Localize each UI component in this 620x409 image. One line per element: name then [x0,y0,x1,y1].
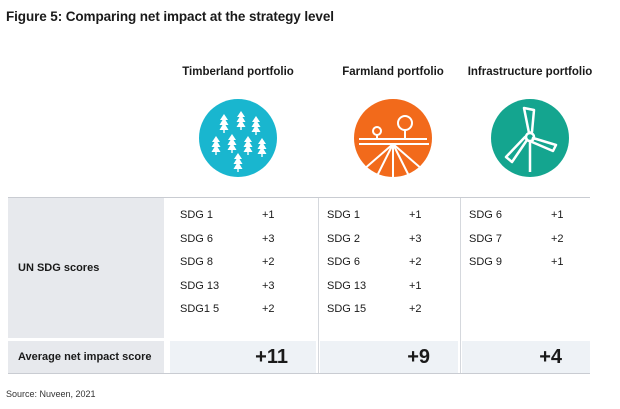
list-item: SDG 15 +2 [315,300,465,324]
sdg-name: SDG 1 [327,209,361,221]
trees-icon [198,98,278,178]
wind-turbine-icon [490,98,570,178]
sdg-name: SDG 6 [469,209,503,221]
sdg-list-timberland: SDG 1 +1 SDG 6 +3 SDG 8 +2 SDG 13 +3 SDG1 5 +… [168,206,318,324]
list-item: SDG 8 +2 [168,253,318,277]
list-item: SDG 7 +2 [457,230,607,254]
list-item: SDG1 5 +2 [168,300,318,324]
source-note: Source: Nuveen, 2021 [6,389,96,399]
average-infrastructure: +4 [462,341,590,373]
sdg-name: SDG 1 [180,209,214,221]
average-timberland: +11 [170,341,316,373]
list-item: SDG 13 +3 [168,277,318,301]
sdg-name: SDG 13 [180,279,220,292]
list-item: SDG 6 +3 [168,230,318,254]
sdg-score: +3 [262,279,275,292]
average-farmland: +9 [320,341,458,373]
list-item: SDG 1 +1 [315,206,465,230]
list-item: SDG 6 +1 [457,206,607,230]
list-item: SDG 1 +1 [168,206,318,230]
table-bottom-rule [8,373,590,374]
header-timberland: Timberland portfolio [182,66,294,78]
sdg-name: SDG 7 [469,232,503,245]
sdg-name: SDG 8 [180,256,214,268]
sdg-score: +2 [262,303,275,315]
sdg-list-infrastructure: SDG 6 +1 SDG 7 +2 SDG 9 +1 [457,206,607,277]
sdg-list-farmland: SDG 1 +1 SDG 2 +3 SDG 6 +2 SDG 13 +1 SDG 15 +… [315,206,465,324]
row-label-sdg-scores: UN SDG scores [8,198,164,338]
sdg-name: SDG 9 [469,256,503,268]
list-item: SDG 6 +2 [315,253,465,277]
figure-title: Figure 5: Comparing net impact at the st… [6,9,334,24]
list-item: SDG 2 +3 [315,230,465,254]
sdg-score: +1 [551,256,564,268]
sdg-name: SDG 6 [327,256,361,268]
sdg-score: +1 [409,209,422,221]
row-label-average: Average net impact score [8,341,164,373]
sdg-score: +2 [409,303,422,315]
column-divider [460,198,461,373]
sdg-name: SDG 13 [327,279,367,292]
sdg-name: SDG1 5 [180,303,220,315]
sdg-name: SDG 15 [327,303,367,315]
sdg-score: +2 [262,256,275,268]
column-divider [318,198,319,373]
sdg-score: +3 [409,232,422,245]
row-label-text: Average net impact score [18,351,152,363]
table-top-rule [8,197,590,198]
sdg-score: +3 [262,232,275,245]
sdg-score: +1 [551,209,564,221]
sdg-score: +2 [551,232,564,245]
sdg-score: +1 [409,279,422,292]
sdg-name: SDG 2 [327,232,361,245]
header-infrastructure: Infrastructure portfolio [467,66,593,78]
sdg-name: SDG 6 [180,232,214,245]
sdg-score: +2 [409,256,422,268]
sdg-score: +1 [262,209,275,221]
list-item: SDG 9 +1 [457,253,607,277]
farm-field-icon [353,98,433,178]
row-label-text: UN SDG scores [18,262,100,274]
list-item: SDG 13 +1 [315,277,465,301]
header-farmland: Farmland portfolio [342,66,444,78]
